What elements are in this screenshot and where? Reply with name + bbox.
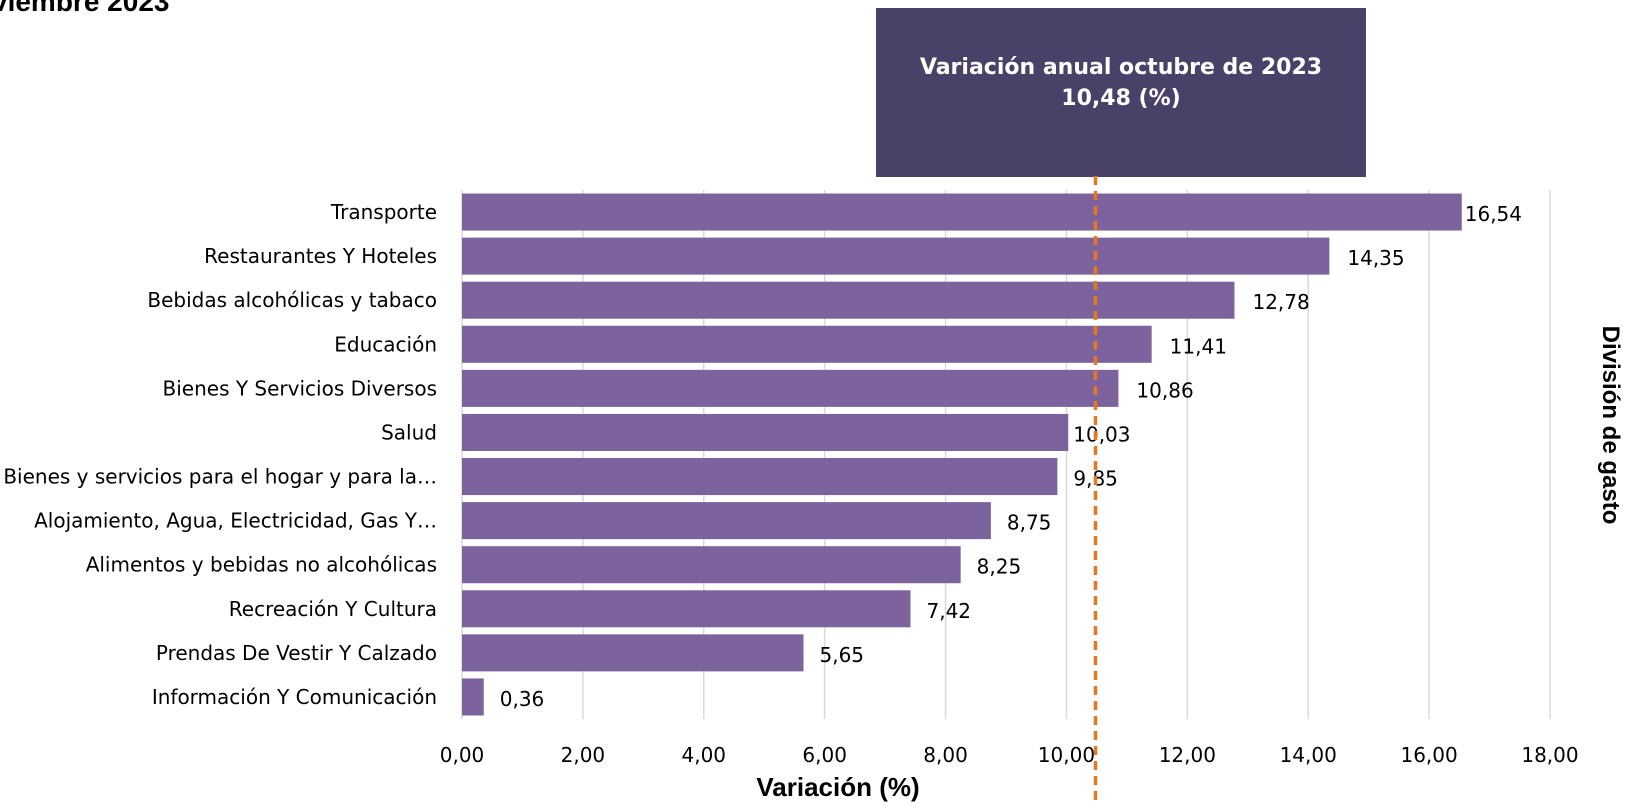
bar	[462, 193, 1462, 231]
x-tick-label: 16,00	[1400, 743, 1457, 767]
reference-callout-line1: Variación anual octubre de 2023	[919, 54, 1323, 80]
value-labels: 16,5414,3512,7811,4110,8610,039,858,758,…	[500, 202, 1522, 711]
x-tick-label: 2,00	[561, 743, 606, 767]
x-tick-labels: 0,00 2,00 4,00 6,00 8,00 10,00 12,00 14,00 16,00…	[440, 743, 1579, 767]
bar	[462, 678, 484, 716]
chart-title: viembre 2023	[0, 0, 170, 17]
x-tick-label: 18,00	[1521, 743, 1578, 767]
bar	[462, 413, 1069, 451]
bars	[462, 193, 1462, 716]
value-label: 7,42	[926, 599, 971, 623]
value-label: 8,75	[1007, 511, 1052, 535]
x-tick-label: 12,00	[1159, 743, 1216, 767]
x-tick-label: 14,00	[1280, 743, 1337, 767]
grid-lines	[461, 190, 1551, 719]
category-label: Prendas De Vestir Y Calzado	[156, 641, 437, 665]
reference-callout: Variación anual octubre de 2023 10,48 (%…	[876, 8, 1366, 177]
category-label: Alimentos y bebidas no alcohólicas	[86, 553, 437, 577]
value-label: 14,35	[1347, 246, 1404, 270]
category-label: Alojamiento, Agua, Electricidad, Gas Y…	[34, 509, 437, 533]
category-label: Educación	[334, 332, 437, 356]
value-label: 16,54	[1465, 202, 1522, 226]
y-axis-title: División de gasto	[1597, 325, 1624, 525]
bar	[462, 281, 1235, 319]
bar	[462, 325, 1152, 363]
x-tick-label: 4,00	[682, 743, 727, 767]
x-tick-label: 6,00	[802, 743, 847, 767]
value-label: 12,78	[1252, 290, 1309, 314]
x-tick-label: 8,00	[923, 743, 968, 767]
category-label: Transporte	[330, 200, 437, 224]
category-label: Bebidas alcohólicas y tabaco	[147, 288, 437, 312]
bar	[462, 502, 991, 540]
category-label: Bienes y servicios para el hogar y para …	[3, 465, 437, 489]
value-label: 11,41	[1170, 334, 1227, 358]
category-label: Salud	[381, 420, 437, 444]
bar	[462, 369, 1119, 407]
value-label: 8,25	[977, 555, 1022, 579]
bar	[462, 590, 911, 628]
category-label: Recreación Y Cultura	[229, 597, 437, 621]
bar	[462, 237, 1330, 275]
bar	[462, 546, 961, 584]
category-label: Restaurantes Y Hoteles	[204, 244, 437, 268]
value-label: 10,86	[1136, 378, 1193, 402]
bar	[462, 458, 1058, 496]
category-labels: Transporte Restaurantes Y Hoteles Bebidas …	[3, 200, 437, 709]
reference-callout-line2: 10,48 (%)	[1061, 85, 1181, 111]
x-tick-label: 0,00	[440, 743, 485, 767]
value-label: 10,03	[1073, 422, 1130, 446]
bar	[462, 634, 804, 672]
category-label: Información Y Comunicación	[152, 685, 437, 709]
value-label: 0,36	[500, 687, 545, 711]
x-axis-title: Variación (%)	[756, 772, 920, 802]
category-label: Bienes Y Servicios Diversos	[163, 376, 438, 400]
x-tick-label: 10,00	[1038, 743, 1095, 767]
value-label: 5,65	[820, 643, 865, 667]
